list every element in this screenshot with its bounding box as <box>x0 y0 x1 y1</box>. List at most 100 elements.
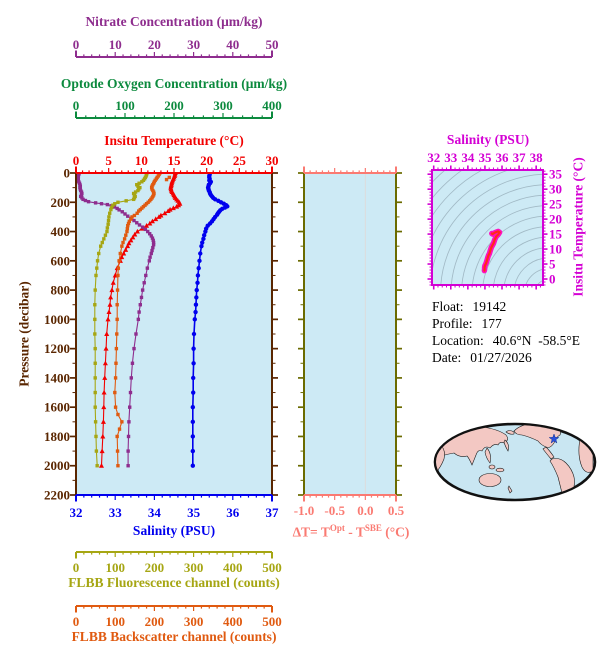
float-location-star <box>548 433 560 444</box>
svg-text:25: 25 <box>549 197 563 212</box>
ts-ticks <box>427 165 548 290</box>
svg-text:37: 37 <box>266 505 280 520</box>
landmass-seasia <box>484 447 491 464</box>
profile-curves <box>76 173 230 468</box>
svg-text:400: 400 <box>262 98 282 113</box>
svg-text:400: 400 <box>223 614 243 629</box>
float-info-block: Float: 19142 Profile: 177 Location: 40.6°N … <box>432 298 580 366</box>
salinity-axis-title: Salinity (PSU) <box>132 523 216 538</box>
svg-text:30: 30 <box>187 37 200 52</box>
svg-text:38: 38 <box>530 150 544 165</box>
backscatter-axis: 0 100 200 300 400 500 <box>73 605 282 629</box>
landmass-newzealand <box>507 485 513 494</box>
svg-text:500: 500 <box>262 614 282 629</box>
svg-text:2200: 2200 <box>44 488 70 503</box>
svg-text:600: 600 <box>51 253 71 268</box>
svg-text:35: 35 <box>187 505 201 520</box>
svg-text:32: 32 <box>427 150 440 165</box>
delta-t-axis-title: ΔT= TOpt - TSBE (°C) <box>292 523 410 540</box>
svg-text:300: 300 <box>184 560 204 575</box>
float-value: 19142 <box>472 299 507 314</box>
svg-text:0: 0 <box>73 37 80 52</box>
map-outline <box>433 422 597 502</box>
svg-text:1400: 1400 <box>44 370 70 385</box>
pressure-axis-right <box>271 172 278 496</box>
svg-text:0: 0 <box>64 166 71 181</box>
nitrate-axis-title: Nitrate Concentration (μm/kg) <box>85 14 263 29</box>
nitrate-axis: 0 10 20 30 40 50 <box>73 37 279 58</box>
float-label: Float: <box>432 299 464 314</box>
svg-text:0.0: 0.0 <box>357 503 373 518</box>
temperature-axis-title: Insitu Temperature (°C) <box>104 133 244 148</box>
oxygen-axis: 0 100 200 300 400 <box>73 98 282 119</box>
svg-text:1600: 1600 <box>44 400 70 415</box>
landmass-newguinea <box>495 467 505 473</box>
ts-curve <box>481 228 503 274</box>
svg-text:15: 15 <box>168 153 182 168</box>
svg-text:2000: 2000 <box>44 458 70 473</box>
series-salinity <box>190 173 230 468</box>
ts-temperature-axis-title: Insitu Temperature (°C) <box>570 157 586 297</box>
svg-text:100: 100 <box>115 98 135 113</box>
location-row: Location: 40.6°N -58.5°E <box>432 332 580 349</box>
svg-text:10: 10 <box>109 37 122 52</box>
delta-t-top-axis <box>303 166 397 174</box>
pressure-axis-title: Pressure (decibar) <box>16 281 32 387</box>
pressure-tick-labels: 0 200 400 600 800 1000 1200 1400 1600 1800 2000 220… <box>44 166 70 503</box>
date-row: Date: 01/27/2026 <box>432 349 580 366</box>
svg-text:100: 100 <box>105 560 125 575</box>
svg-text:34: 34 <box>148 505 162 520</box>
landmass-greenland <box>557 425 569 430</box>
svg-text:36: 36 <box>496 150 510 165</box>
svg-text:1200: 1200 <box>44 341 70 356</box>
svg-text:200: 200 <box>145 614 165 629</box>
backscatter-axis-title: FLBB Backscatter channel (counts) <box>71 629 277 644</box>
svg-text:20: 20 <box>148 37 161 52</box>
location-value: 40.6°N -58.5°E <box>492 333 581 348</box>
series-nitrate <box>76 173 156 468</box>
profile-label: Profile: <box>432 316 473 331</box>
float-row: Float: 19142 <box>432 298 580 315</box>
svg-text:100: 100 <box>105 614 125 629</box>
svg-text:20: 20 <box>200 153 213 168</box>
date-value: 01/27/2026 <box>470 350 532 365</box>
svg-text:300: 300 <box>184 614 204 629</box>
svg-text:25: 25 <box>233 153 247 168</box>
svg-text:50: 50 <box>266 37 279 52</box>
landmass-centralamerica <box>542 446 555 460</box>
svg-text:400: 400 <box>51 224 71 239</box>
profile-row: Profile: 177 <box>432 315 580 332</box>
svg-text:1800: 1800 <box>44 429 70 444</box>
svg-text:36: 36 <box>226 505 240 520</box>
svg-text:1000: 1000 <box>44 312 70 327</box>
svg-text:35: 35 <box>478 150 492 165</box>
landmass-australia <box>478 473 502 487</box>
svg-text:34: 34 <box>461 150 475 165</box>
landmass-northamerica <box>513 425 561 448</box>
svg-text:40: 40 <box>226 37 239 52</box>
landmass-alaska <box>505 430 515 435</box>
svg-text:20: 20 <box>549 212 562 227</box>
fluorescence-axis: 0 100 200 300 400 500 <box>73 551 282 575</box>
series-temperature <box>98 173 183 468</box>
svg-text:-1.0: -1.0 <box>294 503 315 518</box>
svg-text:15: 15 <box>549 227 563 242</box>
svg-text:5: 5 <box>105 153 112 168</box>
location-label: Location: <box>432 333 484 348</box>
svg-text:30: 30 <box>266 153 279 168</box>
svg-text:800: 800 <box>51 283 71 298</box>
svg-text:5: 5 <box>549 257 556 272</box>
svg-text:10: 10 <box>549 242 562 257</box>
svg-text:30: 30 <box>549 182 562 197</box>
temperature-axis: 0 5 10 15 20 25 30 <box>73 153 279 174</box>
svg-text:0: 0 <box>73 98 80 113</box>
svg-text:300: 300 <box>213 98 233 113</box>
oxygen-axis-title: Optode Oxygen Concentration (μm/kg) <box>60 76 288 91</box>
svg-text:0: 0 <box>73 560 80 575</box>
svg-text:200: 200 <box>51 195 71 210</box>
svg-text:33: 33 <box>444 150 458 165</box>
pressure-axis-left <box>70 172 77 496</box>
